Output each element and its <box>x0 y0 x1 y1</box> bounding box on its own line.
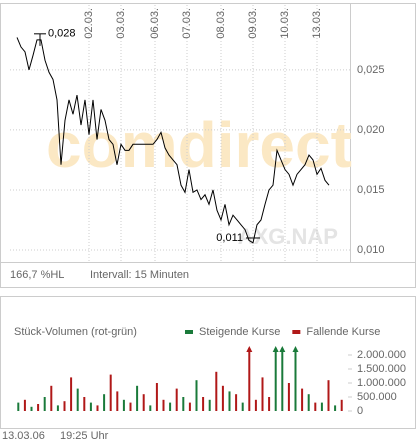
x-tick-label: 07.03. <box>181 8 193 39</box>
volume-bar <box>122 399 125 411</box>
volume-bar <box>155 383 158 411</box>
volume-bar <box>56 405 59 411</box>
volume-bar <box>188 402 191 411</box>
overflow-arrow <box>246 346 253 352</box>
time: 19:25 Uhr <box>60 430 109 442</box>
volume-bar <box>17 402 20 411</box>
volume-bar <box>274 348 277 411</box>
volume-bar <box>109 374 112 411</box>
volume-title: Stück-Volumen (rot-grün) <box>14 326 137 338</box>
x-tick-label: 10.03. <box>279 8 291 39</box>
volume-bar <box>103 394 106 411</box>
volume-panel <box>0 296 416 429</box>
y-tick-label: 1.000.000 <box>357 377 406 389</box>
volume-bar <box>268 397 271 411</box>
volume-bar <box>215 371 218 411</box>
volume-bar <box>142 394 145 411</box>
x-tick-label: 08.03. <box>215 8 227 39</box>
volume-bar <box>235 394 238 411</box>
volume-bar <box>50 385 53 411</box>
y-tick-label: 0,025 <box>357 64 385 76</box>
price-line <box>16 37 330 244</box>
volume-bar <box>221 385 224 411</box>
y-tick-label: 500.000 <box>357 391 397 403</box>
volume-bar <box>241 402 244 411</box>
volume-bar <box>314 402 317 411</box>
info: 166,7 %HL <box>10 269 64 281</box>
y-tick-label: 1.500.000 <box>357 363 406 375</box>
y-tick-label: 0,010 <box>357 244 385 256</box>
volume-bar <box>162 399 165 411</box>
volume-bar <box>208 399 211 411</box>
price-panel <box>0 3 416 288</box>
volume-bar <box>89 402 92 411</box>
volume-bar <box>281 348 284 411</box>
volume-bar <box>195 380 198 411</box>
volume-bar <box>169 402 172 411</box>
volume-bar <box>23 399 26 411</box>
volume-bar <box>182 397 185 411</box>
legend-label: Steigende Kurse <box>199 326 280 338</box>
volume-bar <box>63 401 66 411</box>
volume-bar <box>261 377 264 411</box>
volume-bar <box>334 405 337 411</box>
x-tick-label: 02.03. <box>83 8 95 39</box>
volume-bar <box>129 402 132 411</box>
volume-bar <box>228 391 231 411</box>
watermark: comdirect <box>46 109 352 181</box>
x-tick-label: 13.03. <box>311 8 323 39</box>
legend-swatch <box>185 330 193 334</box>
x-tick-label: 06.03. <box>149 8 161 39</box>
overflow-arrow <box>292 346 299 352</box>
volume-bar <box>30 406 33 411</box>
volume-bar <box>248 348 251 411</box>
volume-bar <box>254 399 257 411</box>
volume-bar <box>83 397 86 411</box>
volume-bar <box>96 405 99 411</box>
volume-bar <box>175 388 178 411</box>
volume-bar <box>149 405 152 411</box>
volume-bar <box>294 348 297 411</box>
volume-bar <box>327 380 330 411</box>
date: 13.03.06 <box>2 430 45 442</box>
volume-bar <box>320 402 323 411</box>
volume-bar <box>37 404 40 411</box>
volume-bar <box>340 399 343 411</box>
volume-bar <box>307 394 310 411</box>
volume-bar <box>136 385 139 411</box>
volume-bar <box>76 388 79 411</box>
high-label: 0,028 <box>48 28 76 40</box>
legend-label: Fallende Kurse <box>306 326 380 338</box>
legend-swatch <box>292 330 301 334</box>
x-tick-label: 03.03. <box>115 8 127 39</box>
x-tick-label: 09.03. <box>247 8 259 39</box>
volume-bar <box>43 397 46 411</box>
overflow-arrow <box>272 346 279 352</box>
overflow-arrow <box>279 346 286 352</box>
y-tick-label: 0 <box>357 405 363 417</box>
volume-bar <box>70 377 73 411</box>
volume-bar <box>301 388 304 411</box>
y-tick-label: 0,020 <box>357 124 385 136</box>
volume-bar <box>116 391 119 411</box>
y-tick-label: 0,015 <box>357 184 385 196</box>
volume-bar <box>202 397 205 411</box>
y-tick-label: 2.000.000 <box>357 349 406 361</box>
volume-bar <box>287 383 290 411</box>
low-label: 0,011 <box>216 232 243 244</box>
interval: Intervall: 15 Minuten <box>90 269 189 281</box>
